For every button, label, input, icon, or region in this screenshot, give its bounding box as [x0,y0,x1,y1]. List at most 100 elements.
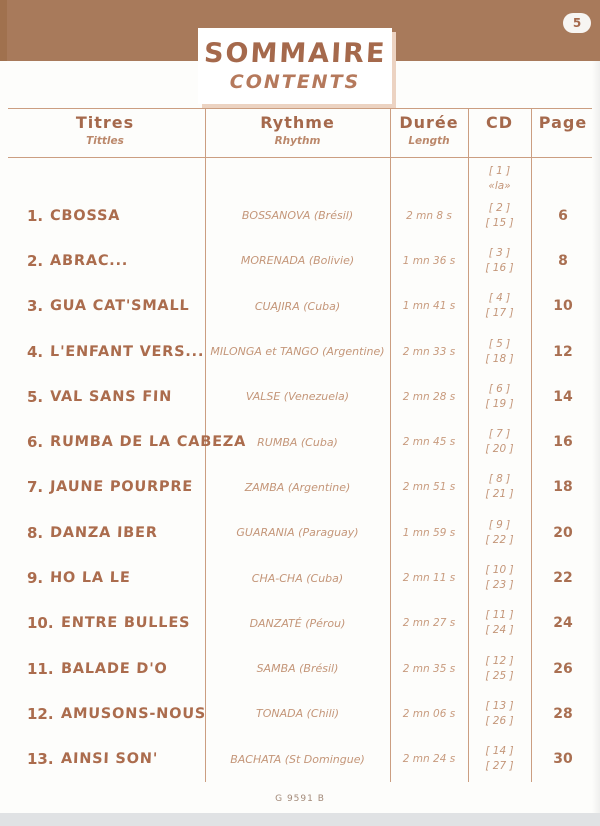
row-duration-cell: 2 mn 45 s [390,419,468,464]
row-cd-track-2: [ 20 ] [485,443,514,456]
row-duration-cell: 2 mn 35 s [390,646,468,691]
row-duration-cell: 2 mn 06 s [390,691,468,736]
table-rows: 1. CBOSSA BOSSANOVA (Brésil) 2 mn 8 s [ … [0,193,600,782]
column-header-cd: CD [468,113,531,132]
row-cd-cell: [ 13 ] [ 26 ] [468,691,531,736]
row-rhythm: GUARANIA (Paraguay) [236,526,359,540]
row-cd-cell: [ 5 ] [ 18 ] [468,329,531,374]
row-number: 5. [27,387,44,406]
row-rhythm: TONADA (Chili) [255,707,340,721]
table-row: 6. RUMBA DE LA CABEZA RUMBA (Cuba) 2 mn … [0,419,600,464]
table-row: 2. ABRAC... MORENADA (Bolivie) 1 mn 36 s… [0,238,600,283]
table-row: 1. CBOSSA BOSSANOVA (Brésil) 2 mn 8 s [ … [0,193,600,238]
row-page-cell: 22 [531,555,595,600]
row-rhythm: VALSE (Venezuela) [245,390,350,404]
row-number: 13. [27,750,54,769]
row-duration: 2 mn 28 s [402,390,456,403]
row-duration: 2 mn 35 s [402,662,456,675]
row-cd-cell: [ 11 ] [ 24 ] [468,601,531,646]
row-cd-track-2: [ 15 ] [485,216,514,229]
row-cd-cell: [ 6 ] [ 19 ] [468,374,531,419]
row-rhythm-cell: SAMBA (Brésil) [205,646,390,691]
row-page-cell: 16 [531,419,595,464]
row-duration: 2 mn 24 s [402,753,456,766]
row-rhythm: CHA-CHA (Cuba) [251,571,344,585]
row-cd-track-1: [ 5 ] [488,337,511,350]
row-number: 6. [27,433,44,452]
row-number: 9. [27,569,44,588]
row-title: AMUSONS-NOUS [60,705,206,722]
row-duration: 1 mn 41 s [402,300,456,313]
row-cd-track-1: [ 10 ] [485,564,514,577]
row-title-cell: 7. JAUNE POURPRE [0,465,205,510]
page-title: SOMMAIRE [203,37,387,69]
row-rhythm: SAMBA (Brésil) [256,662,339,676]
row-rhythm-cell: ZAMBA (Argentine) [205,465,390,510]
row-cd-track-1: [ 14 ] [485,745,514,758]
row-cd-track-2: [ 22 ] [485,533,514,546]
row-cd-track-1: [ 8 ] [488,473,511,486]
row-page: 10 [553,298,573,315]
row-title-cell: 2. ABRAC... [0,238,205,283]
row-cd-cell: [ 12 ] [ 25 ] [468,646,531,691]
page-number-badge-value: 5 [572,16,582,30]
row-duration-cell: 1 mn 41 s [390,284,468,329]
row-page-cell: 24 [531,601,595,646]
column-header-rhythm: Rythme Rhythm [215,113,380,147]
table-row: 12. AMUSONS-NOUS TONADA (Chili) 2 mn 06 … [0,691,600,736]
row-cd-track-2: [ 26 ] [485,714,514,727]
cd-tuning-track: [ 1 ] [488,165,511,177]
row-duration: 2 mn 8 s [406,209,452,222]
row-number: 8. [27,523,44,542]
row-title-cell: 12. AMUSONS-NOUS [0,691,206,736]
column-header-page-label: Page [538,113,588,132]
table-row: 7. JAUNE POURPRE ZAMBA (Argentine) 2 mn … [0,465,600,510]
column-header-titles: Titres Tittles [20,113,190,147]
column-header-duration: Durée Length [392,113,466,147]
row-rhythm: MORENADA (Bolivie) [240,254,355,268]
row-title: DANZA IBER [49,524,159,541]
row-duration: 2 mn 27 s [402,617,456,630]
row-duration-cell: 2 mn 11 s [390,555,468,600]
row-rhythm: MILONGA et TANGO (Argentine) [210,345,385,359]
row-rhythm-cell: MILONGA et TANGO (Argentine) [205,329,390,374]
row-page-cell: 18 [531,465,595,510]
row-cd-cell: [ 3 ] [ 16 ] [468,238,531,283]
row-rhythm: BOSSANOVA (Brésil) [241,209,354,223]
row-cd-track-2: [ 24 ] [485,624,514,637]
row-cd-cell: [ 2 ] [ 15 ] [468,193,531,238]
row-cd-cell: [ 7 ] [ 20 ] [468,419,531,464]
row-title-cell: 3. GUA CAT'SMALL [0,284,205,329]
row-duration: 1 mn 36 s [402,254,456,267]
row-rhythm: RUMBA (Cuba) [257,435,338,449]
row-page-cell: 28 [531,691,595,736]
row-number: 3. [27,297,44,316]
row-title-cell: 11. BALADE D'O [0,646,205,691]
row-page-cell: 14 [531,374,595,419]
row-title: VAL SANS FIN [49,388,173,405]
row-page-cell: 30 [531,737,595,782]
row-page: 14 [553,388,573,405]
row-rhythm: DANZATÉ (Pérou) [249,616,346,630]
table-row: 13. AINSI SON' BACHATA (St Domingue) 2 m… [0,737,600,782]
row-title-cell: 5. VAL SANS FIN [0,374,205,419]
page-subtitle: CONTENTS [229,71,361,94]
column-divider-cd-page [531,108,532,782]
row-page-cell: 26 [531,646,595,691]
row-title-cell: 1. CBOSSA [0,193,205,238]
row-duration: 2 mn 51 s [402,481,456,494]
table-row: 3. GUA CAT'SMALL CUAJIRA (Cuba) 1 mn 41 … [0,284,600,329]
row-rhythm: ZAMBA (Argentine) [244,480,351,494]
row-duration-cell: 2 mn 51 s [390,465,468,510]
row-rhythm: CUAJIRA (Cuba) [254,299,341,313]
table-row: 4. L'ENFANT VERS... MILONGA et TANGO (Ar… [0,329,600,374]
row-page: 26 [553,660,573,677]
column-divider-titles-rhythm [205,108,206,782]
row-page: 6 [558,207,568,224]
row-title: ENTRE BULLES [60,615,191,632]
row-rhythm-cell: BACHATA (St Domingue) [205,737,390,782]
row-rhythm-cell: VALSE (Venezuela) [205,374,390,419]
row-cd-track-2: [ 23 ] [485,579,514,592]
row-number: 12. [27,704,54,723]
row-rhythm: BACHATA (St Domingue) [230,752,365,766]
